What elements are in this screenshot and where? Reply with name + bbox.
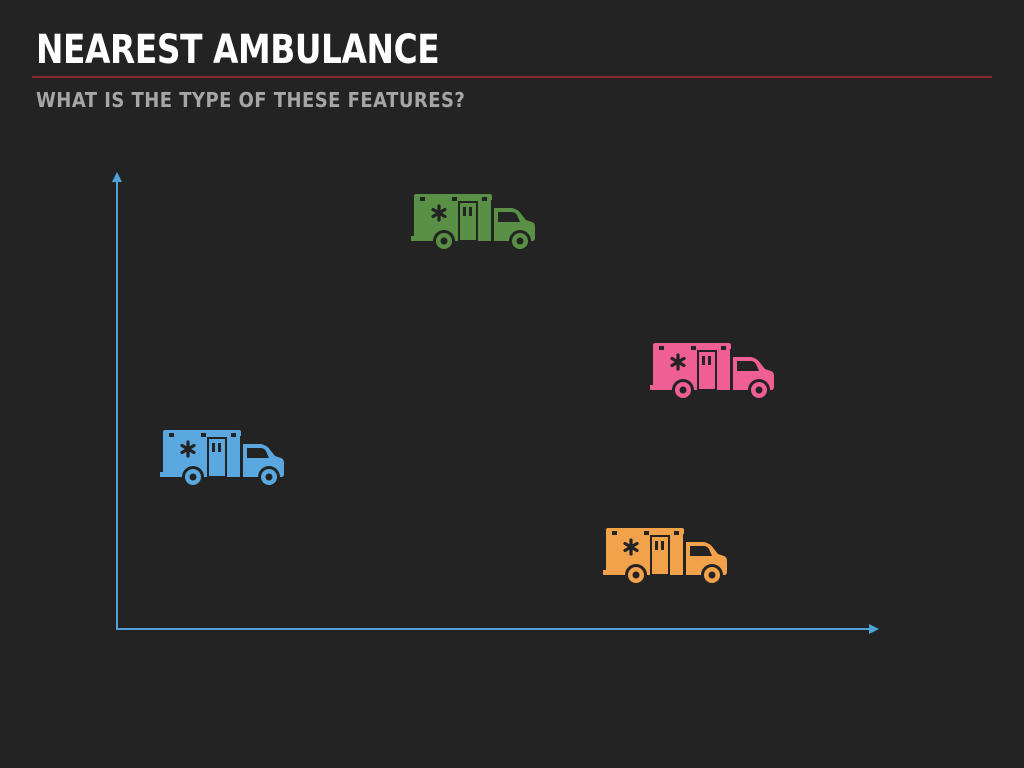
- x-axis-arrowhead: [869, 624, 879, 634]
- title-divider: [32, 76, 992, 78]
- pink-ambulance-icon: [648, 341, 776, 403]
- orange-ambulance-icon: [601, 526, 729, 588]
- green-ambulance-icon: [409, 192, 537, 254]
- slide-subtitle: WHAT IS THE TYPE OF THESE FEATURES?: [36, 88, 466, 112]
- y-axis-arrowhead: [112, 172, 122, 182]
- y-axis: [112, 172, 122, 630]
- x-axis: [116, 624, 879, 634]
- slide-title: NEAREST AMBULANCE: [36, 27, 440, 73]
- blue-ambulance-icon: [158, 428, 286, 490]
